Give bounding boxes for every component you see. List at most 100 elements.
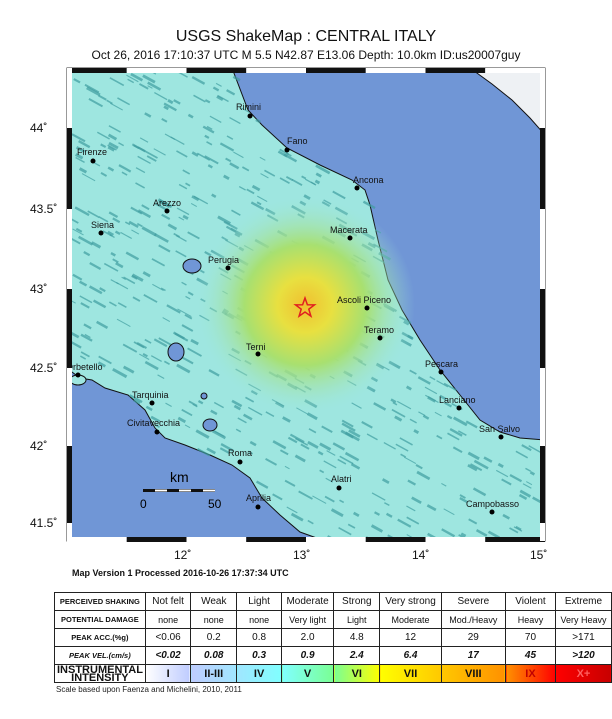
legend-cell: >120 xyxy=(554,646,612,665)
legend-row-header: PERCEIVED SHAKING xyxy=(54,592,146,611)
city-label: Orbetello xyxy=(66,362,103,372)
legend-cell: 2.4 xyxy=(333,646,381,665)
lon-tick: 15˚ xyxy=(530,548,548,562)
city-rimini[interactable]: Rimini xyxy=(236,102,261,119)
city-marker xyxy=(75,372,81,378)
cities: Rimini Fano Firenze Ancona Arezzo Siena Macera… xyxy=(66,102,520,515)
city-marker xyxy=(247,113,253,119)
scale-note: Scale based upon Faenza and Michelini, 2… xyxy=(56,685,242,694)
legend-cell: IV xyxy=(236,664,283,683)
city-fano[interactable]: Fano xyxy=(284,136,308,153)
city-firenze[interactable]: Firenze xyxy=(77,147,107,164)
legend-cell: Light xyxy=(333,610,381,629)
legend-cell: Moderate xyxy=(379,610,442,629)
legend-cell: Very strong xyxy=(379,592,442,611)
city-marker xyxy=(336,485,342,491)
city-campobasso[interactable]: Campobasso xyxy=(466,499,519,515)
city-label: Arezzo xyxy=(153,198,181,208)
legend-cell: 0.3 xyxy=(236,646,283,665)
city-marker xyxy=(154,429,160,435)
legend-cell: I xyxy=(144,664,192,683)
city-teramo[interactable]: Teramo xyxy=(364,325,394,341)
frame-segment xyxy=(306,68,366,73)
legend-row-header: INSTRUMENTAL INTENSITY xyxy=(54,664,146,683)
city-label: Campobasso xyxy=(466,499,519,509)
frame-segment xyxy=(540,368,545,446)
legend-cell: 29 xyxy=(440,628,507,647)
city-label: Siena xyxy=(91,220,114,230)
legend-row-peak-acc: PEAK ACC.(%g) <0.06 0.2 0.8 2.0 4.8 12 29 70 >171 xyxy=(54,628,612,647)
city-arezzo[interactable]: Arezzo xyxy=(153,198,181,214)
star-icon[interactable] xyxy=(293,295,317,318)
frame-segment xyxy=(540,523,545,541)
lon-tick: 14˚ xyxy=(412,548,430,562)
frame-segment xyxy=(67,68,127,73)
legend-cell: Mod./Heavy xyxy=(440,610,507,629)
legend-cell: Very light xyxy=(281,610,335,629)
map-frame-ticks xyxy=(67,68,545,542)
frame-segment xyxy=(246,68,306,73)
frame-segment xyxy=(67,368,72,446)
lake-bracciano xyxy=(202,418,218,432)
frame-segment xyxy=(186,68,247,73)
legend-cell: 0.8 xyxy=(236,628,283,647)
legend-row-header: PEAK ACC.(%g) xyxy=(54,628,146,647)
city-siena[interactable]: Siena xyxy=(91,220,114,236)
legend-cell: Weak xyxy=(190,592,238,611)
city-marker xyxy=(347,235,353,241)
city-terni[interactable]: Terni xyxy=(246,342,266,357)
city-label: Alatri xyxy=(331,474,352,484)
frame-segment xyxy=(67,289,72,368)
frame-segment xyxy=(126,68,187,73)
scale-max: 50 xyxy=(208,497,222,511)
frame-segment xyxy=(425,537,486,542)
city-label: Fano xyxy=(287,136,308,146)
legend-cell: Not felt xyxy=(144,592,192,611)
scale-unit: km xyxy=(170,469,189,485)
frame-segment xyxy=(126,537,187,542)
city-orbetello[interactable]: Orbetello xyxy=(66,362,103,378)
legend-cell: none xyxy=(236,610,283,629)
city-label: San Salvo xyxy=(479,424,520,434)
city-label: Lanciano xyxy=(439,395,476,405)
city-label: Tarquinia xyxy=(132,390,169,400)
legend-row-header: PEAK VEL.(cm/s) xyxy=(54,646,146,665)
legend-cell: Extreme xyxy=(554,592,612,611)
scale-min: 0 xyxy=(140,497,147,511)
legend-cell: Violent xyxy=(505,592,556,611)
legend-cell: X+ xyxy=(554,664,612,683)
legend-cell: Moderate xyxy=(281,592,335,611)
city-label: Firenze xyxy=(77,147,107,157)
version-text: Map Version 1 Processed 2016-10-26 17:37… xyxy=(72,568,289,578)
city-marker xyxy=(90,158,96,164)
city-lanciano[interactable]: Lanciano xyxy=(439,395,476,411)
city-alatri[interactable]: Alatri xyxy=(331,474,352,491)
city-aprilia[interactable]: Aprilia xyxy=(246,493,271,510)
legend-cell: Very Heavy xyxy=(554,610,612,629)
lake-vico xyxy=(200,392,208,400)
legend-cell: Severe xyxy=(440,592,507,611)
city-marker xyxy=(149,400,155,406)
city-ancona[interactable]: Ancona xyxy=(353,175,384,191)
legend-cell: 45 xyxy=(505,646,556,665)
city-perugia[interactable]: Perugia xyxy=(208,255,239,271)
city-pescara[interactable]: Pescara xyxy=(425,359,458,375)
city-san-salvo[interactable]: San Salvo xyxy=(479,424,520,440)
legend-cell: VII xyxy=(379,664,442,683)
legend-cell: 2.0 xyxy=(281,628,335,647)
legend-row-potential-damage: POTENTIAL DAMAGE none none none Very light Li… xyxy=(54,610,612,629)
city-tarquinia[interactable]: Tarquinia xyxy=(132,390,169,406)
legend-row-perceived-shaking: PERCEIVED SHAKING Not felt Weak Light Modera… xyxy=(54,592,612,611)
frame-segment xyxy=(485,537,545,542)
legend-cell: 6.4 xyxy=(379,646,442,665)
legend-cell: 4.8 xyxy=(333,628,381,647)
event-info: Oct 26, 2016 17:10:37 UTC M 5.5 N42.87 E… xyxy=(91,48,521,62)
city-civitavecchia[interactable]: Civitavecchia xyxy=(127,418,180,435)
city-ascoli-piceno[interactable]: Ascoli Piceno xyxy=(337,295,391,311)
city-roma[interactable]: Roma xyxy=(228,448,252,465)
legend-cell: IX xyxy=(505,664,556,683)
frame-segment xyxy=(67,523,72,541)
legend-cell: none xyxy=(144,610,192,629)
city-macerata[interactable]: Macerata xyxy=(330,225,368,241)
